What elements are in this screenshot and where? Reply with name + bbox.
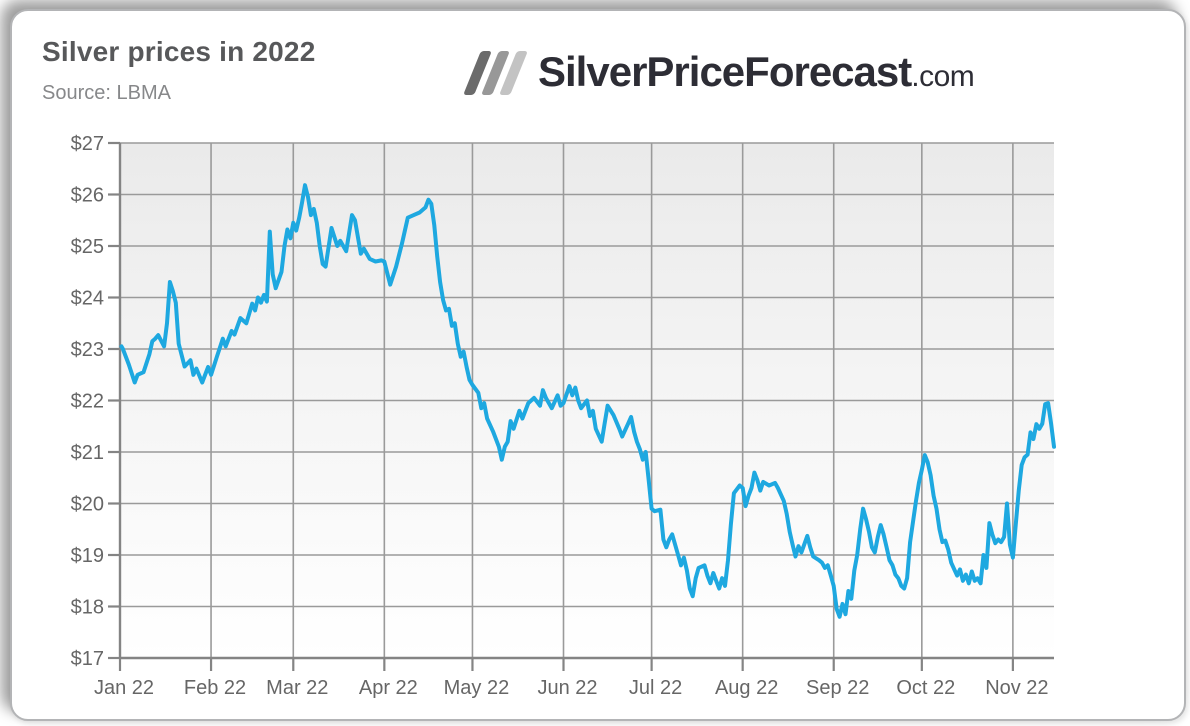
x-tick-label: Jul 22 bbox=[629, 677, 682, 699]
x-tick-label: Oct 22 bbox=[896, 677, 955, 699]
y-tick-label: $20 bbox=[71, 494, 104, 516]
y-tick-label: $25 bbox=[71, 236, 104, 258]
x-tick-label: Mar 22 bbox=[266, 677, 328, 699]
y-tick-label: $24 bbox=[71, 288, 104, 310]
y-tick-label: $19 bbox=[71, 545, 104, 567]
y-tick-label: $18 bbox=[71, 597, 104, 619]
x-tick-label: Feb 22 bbox=[184, 677, 246, 699]
y-tick-label: $26 bbox=[71, 185, 104, 207]
y-tick-label: $21 bbox=[71, 442, 104, 464]
y-tick-label: $17 bbox=[71, 648, 104, 670]
chart-source: Source: LBMA bbox=[42, 82, 171, 104]
brand-logo: SilverPriceForecast .com bbox=[462, 46, 975, 98]
y-tick-label: $23 bbox=[71, 339, 104, 361]
x-tick-label: Jan 22 bbox=[94, 677, 154, 699]
x-tick-label: Sep 22 bbox=[806, 677, 869, 699]
x-tick-label: May 22 bbox=[444, 677, 510, 699]
logo-brand-name: SilverPriceForecast bbox=[538, 48, 912, 95]
x-tick-label: Apr 22 bbox=[359, 677, 418, 699]
x-tick-label: Aug 22 bbox=[715, 677, 778, 699]
y-tick-label: $27 bbox=[71, 133, 104, 155]
x-tick-label: Nov 22 bbox=[985, 677, 1048, 699]
price-line bbox=[119, 183, 1056, 619]
x-tick-label: Jun 22 bbox=[537, 677, 597, 699]
y-tick-label: $22 bbox=[71, 391, 104, 413]
logo-text: SilverPriceForecast .com bbox=[538, 48, 975, 96]
logo-tld: .com bbox=[911, 60, 975, 93]
chart-title: Silver prices in 2022 bbox=[42, 36, 316, 67]
